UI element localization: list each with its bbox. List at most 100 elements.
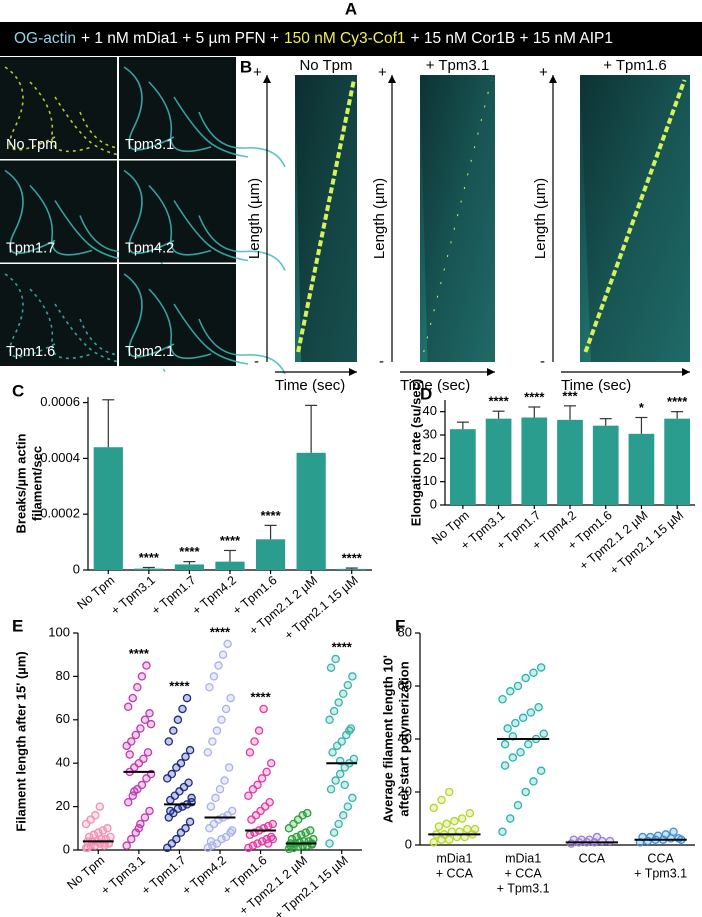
micrograph-label: Tpm2.1	[125, 344, 174, 360]
micrograph-label: Tpm3.1	[125, 137, 174, 153]
data-point	[302, 808, 312, 818]
data-point	[83, 843, 92, 853]
filament	[148, 288, 212, 360]
significance: ****	[667, 394, 688, 409]
micrograph	[119, 264, 236, 366]
minus-end: -	[379, 353, 384, 370]
x-axis-label: Time (sec)	[400, 377, 470, 394]
data-point	[434, 822, 444, 831]
x-tick-label: + Tpm4.2	[189, 573, 239, 618]
y-axis-label: Breaks/µm actin	[13, 433, 28, 533]
data-point	[521, 787, 530, 797]
y-axis-label: Average filament length 10'	[380, 655, 395, 823]
kymograph-title: + Tpm3.1	[426, 57, 490, 74]
data-point	[505, 687, 515, 696]
bar	[664, 418, 690, 505]
data-point	[134, 824, 144, 833]
filament	[198, 111, 286, 168]
x-tick-label: + Tpm1.7	[149, 573, 199, 618]
y-tick-label: 100	[48, 624, 70, 639]
x-tick-label: + Tpm4.2	[179, 853, 229, 898]
bar	[592, 425, 619, 505]
data-point	[89, 830, 98, 840]
data-point	[605, 836, 615, 846]
filament	[123, 66, 175, 151]
data-point	[166, 806, 175, 816]
data-point	[348, 672, 357, 681]
data-point	[335, 769, 345, 779]
significance: ****	[139, 550, 160, 565]
data-point	[498, 695, 507, 704]
data-point	[131, 730, 141, 740]
filament	[173, 200, 249, 262]
significance: ****	[250, 689, 271, 704]
data-point	[345, 726, 354, 735]
significance: ***	[562, 388, 578, 403]
data-point	[206, 837, 216, 846]
data-point	[244, 791, 253, 801]
bar	[215, 561, 245, 570]
data-point	[470, 824, 480, 834]
data-point	[349, 754, 359, 764]
filament	[54, 303, 130, 365]
filament	[54, 200, 130, 262]
y-tick-label: 20	[423, 450, 437, 465]
x-tick-label: + Tpm3.1	[98, 853, 148, 898]
bar	[628, 433, 655, 505]
y-tick-label: 10	[423, 473, 437, 488]
data-point	[169, 726, 178, 735]
x-tick-label: + CCA	[505, 866, 543, 880]
data-point	[437, 795, 446, 805]
filament	[148, 81, 212, 153]
data-point	[221, 704, 231, 714]
data-point	[244, 843, 253, 853]
x-tick-label: + Tpm2.1 2 µM	[237, 853, 311, 917]
data-point	[259, 704, 268, 714]
data-point	[254, 726, 264, 735]
x-tick-label: mDia1	[436, 851, 472, 865]
data-point	[306, 826, 315, 835]
data-point	[296, 830, 306, 840]
arrow-head	[487, 368, 495, 376]
data-point	[526, 708, 536, 717]
data-point	[343, 802, 353, 811]
data-point	[536, 663, 546, 672]
data-point	[511, 718, 520, 728]
bar	[134, 568, 164, 570]
data-point	[521, 673, 530, 683]
y-tick-label: 60	[398, 677, 412, 692]
data-point	[505, 814, 515, 823]
data-point	[513, 801, 523, 810]
data-point	[429, 803, 438, 813]
y-tick-label: 80	[56, 668, 70, 683]
data-point	[181, 824, 190, 833]
data-point	[592, 832, 602, 842]
data-point	[539, 729, 549, 738]
data-point	[337, 737, 346, 746]
data-point	[95, 802, 105, 811]
x-tick-label: + CCA	[436, 866, 474, 880]
panel-label: B	[240, 57, 252, 76]
arrow-head	[349, 368, 357, 376]
header-segment: 150 nM Cy3-Cof1	[284, 30, 405, 47]
data-point	[140, 813, 150, 822]
minus-end: -	[540, 353, 545, 370]
x-tick-label: + Tpm1.7	[139, 853, 189, 898]
data-point	[211, 793, 220, 803]
data-point	[348, 793, 357, 803]
data-point	[292, 832, 301, 842]
filament	[173, 96, 249, 158]
data-point	[463, 824, 472, 834]
data-point	[176, 758, 186, 768]
y-axis-label: Length (µm)	[246, 178, 263, 259]
micrograph	[0, 264, 117, 366]
significance: ****	[220, 533, 241, 548]
panel-label: A	[345, 0, 357, 18]
data-point	[218, 650, 228, 659]
data-point	[328, 748, 337, 757]
bar	[557, 419, 583, 505]
y-tick-label: 40	[56, 755, 70, 770]
data-point	[128, 693, 138, 703]
x-axis-label: Time (sec)	[275, 377, 345, 394]
kymograph-title: No Tpm	[299, 57, 352, 74]
